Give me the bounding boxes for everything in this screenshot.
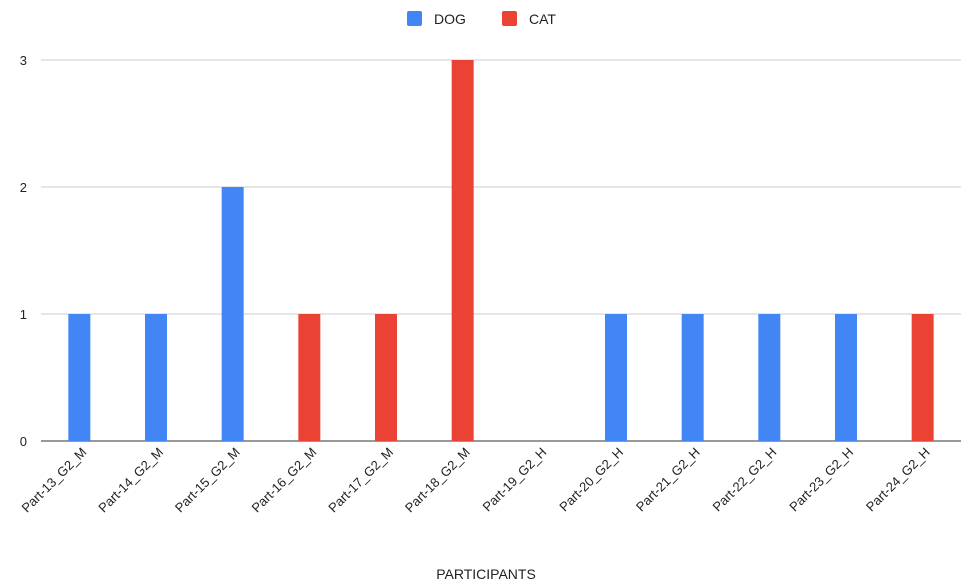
y-tick-label: 0 [20, 434, 27, 449]
bar-dog-part-13_g2_m[interactable] [68, 314, 91, 441]
x-tick-label: Part-23_G2_H [786, 445, 856, 515]
x-tick-label: Part-18_G2_M [402, 445, 473, 516]
x-tick-label: Part-17_G2_M [325, 445, 396, 516]
x-tick-label: Part-19_G2_H [480, 445, 550, 515]
x-tick-label: Part-24_G2_H [863, 445, 933, 515]
bar-dog-part-22_g2_h[interactable] [758, 314, 781, 441]
legend-label-cat: CAT [529, 11, 556, 27]
x-tick-label: Part-22_G2_H [710, 445, 780, 515]
bar-dog-part-21_g2_h[interactable] [681, 314, 704, 441]
y-tick-label: 1 [20, 307, 27, 322]
x-tick-label: Part-16_G2_M [249, 445, 320, 516]
bar-dog-part-23_g2_h[interactable] [835, 314, 857, 441]
x-tick-label: Part-14_G2_M [95, 445, 166, 516]
legend-label-dog: DOG [434, 11, 466, 27]
legend: DOG CAT [407, 11, 556, 27]
bar-cat-part-18_g2_m[interactable] [451, 60, 474, 441]
bar-dog-part-14_g2_m[interactable] [145, 314, 167, 441]
y-tick-label: 2 [20, 180, 27, 195]
bar-dog-part-20_g2_h[interactable] [605, 314, 627, 441]
x-tick-label: Part-13_G2_M [19, 445, 90, 516]
y-tick-label: 3 [20, 53, 27, 68]
bar-cat-part-24_g2_h[interactable] [911, 314, 934, 441]
bar-dog-part-15_g2_m[interactable] [221, 187, 244, 441]
bar-cat-part-17_g2_m[interactable] [375, 314, 397, 441]
x-tick-label: Part-20_G2_H [556, 445, 626, 515]
y-axis-ticks: 0 1 2 3 [20, 53, 27, 449]
x-axis-title: PARTICIPANTS [436, 566, 536, 582]
x-tick-label: Part-21_G2_H [633, 445, 703, 515]
bars [68, 60, 934, 441]
legend-swatch-cat [502, 11, 517, 26]
grid-lines [41, 59, 961, 442]
legend-swatch-dog [407, 11, 422, 26]
x-tick-label: Part-15_G2_M [172, 445, 243, 516]
bar-cat-part-16_g2_m[interactable] [298, 314, 321, 441]
x-axis-ticks: Part-13_G2_M Part-14_G2_M Part-15_G2_M Part… [19, 445, 933, 516]
